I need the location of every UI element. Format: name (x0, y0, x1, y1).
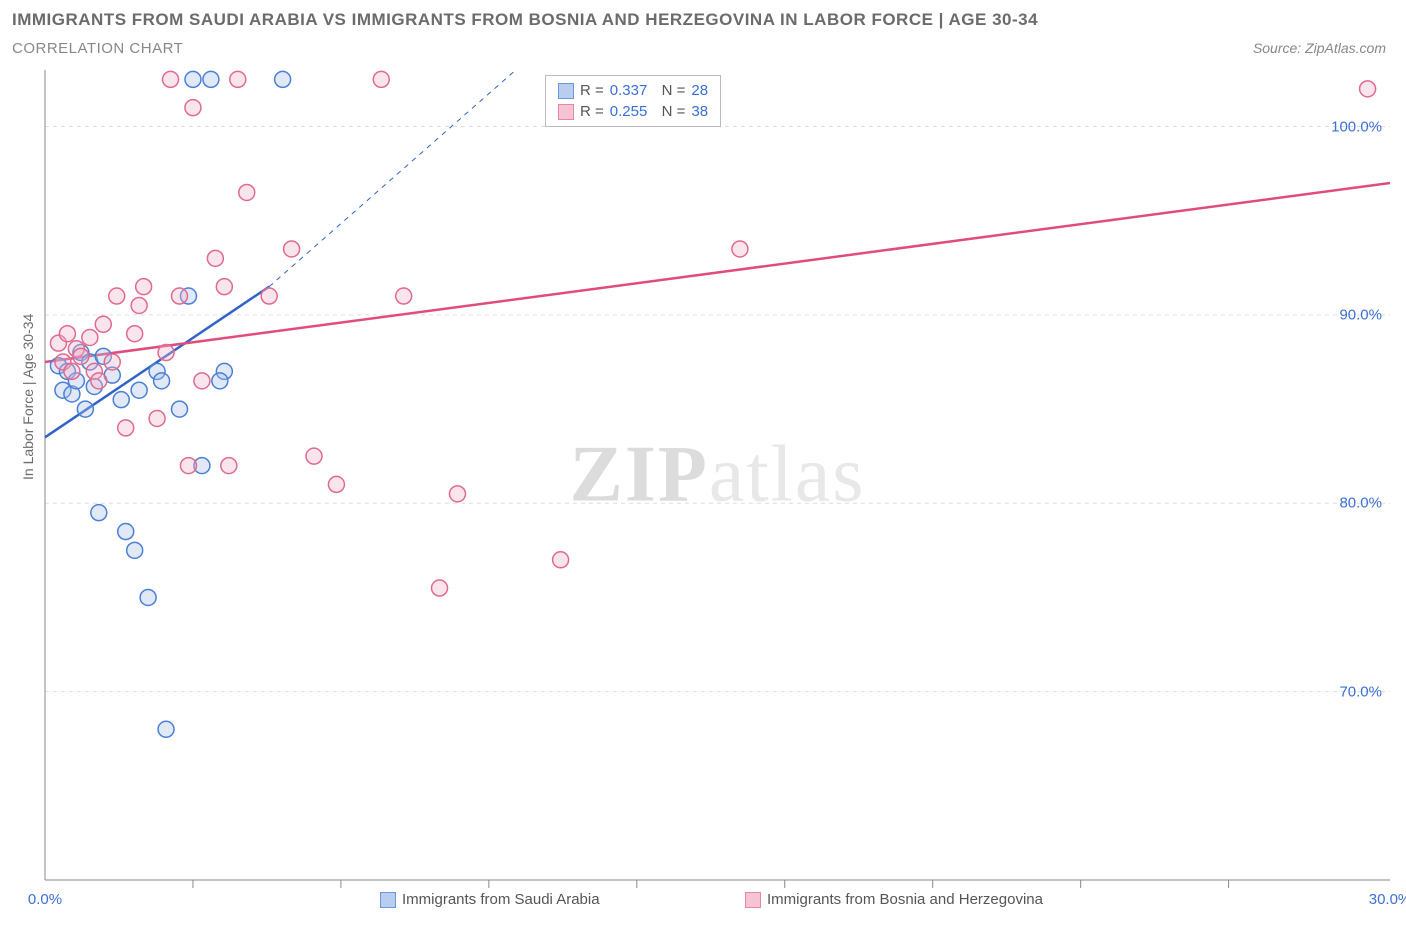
y-tick-label: 80.0% (1339, 495, 1382, 512)
legend-r-value: 0.255 (610, 103, 648, 120)
x-tick-label: 30.0% (1369, 891, 1406, 908)
x-tick-label: 0.0% (28, 891, 62, 908)
scatter-chart (45, 70, 1390, 880)
series-legend-item: Immigrants from Saudi Arabia (380, 891, 600, 908)
chart-title: IMMIGRANTS FROM SAUDI ARABIA VS IMMIGRAN… (12, 10, 1038, 30)
y-tick-label: 90.0% (1339, 306, 1382, 323)
y-axis-label: In Labor Force | Age 30-34 (20, 314, 36, 480)
legend-r-value: 0.337 (610, 82, 648, 99)
series-legend-label: Immigrants from Bosnia and Herzegovina (767, 891, 1043, 908)
chart-area: ZIPatlas R = 0.337 N = 28 R = 0.255 N = … (45, 70, 1390, 880)
legend-swatch (558, 83, 574, 99)
legend-swatch (745, 892, 761, 908)
legend-swatch (558, 104, 574, 120)
legend-n-value: 38 (691, 103, 708, 120)
legend-row: R = 0.255 N = 38 (558, 101, 708, 122)
legend-swatch (380, 892, 396, 908)
series-legend-label: Immigrants from Saudi Arabia (402, 891, 600, 908)
y-tick-label: 100.0% (1331, 118, 1382, 135)
series-legend-item: Immigrants from Bosnia and Herzegovina (745, 891, 1043, 908)
legend-row: R = 0.337 N = 28 (558, 80, 708, 101)
correlation-legend: R = 0.337 N = 28 R = 0.255 N = 38 (545, 75, 721, 127)
source-label: Source: ZipAtlas.com (1253, 40, 1386, 56)
chart-subtitle: CORRELATION CHART (12, 40, 183, 57)
legend-n-value: 28 (691, 82, 708, 99)
y-tick-label: 70.0% (1339, 683, 1382, 700)
